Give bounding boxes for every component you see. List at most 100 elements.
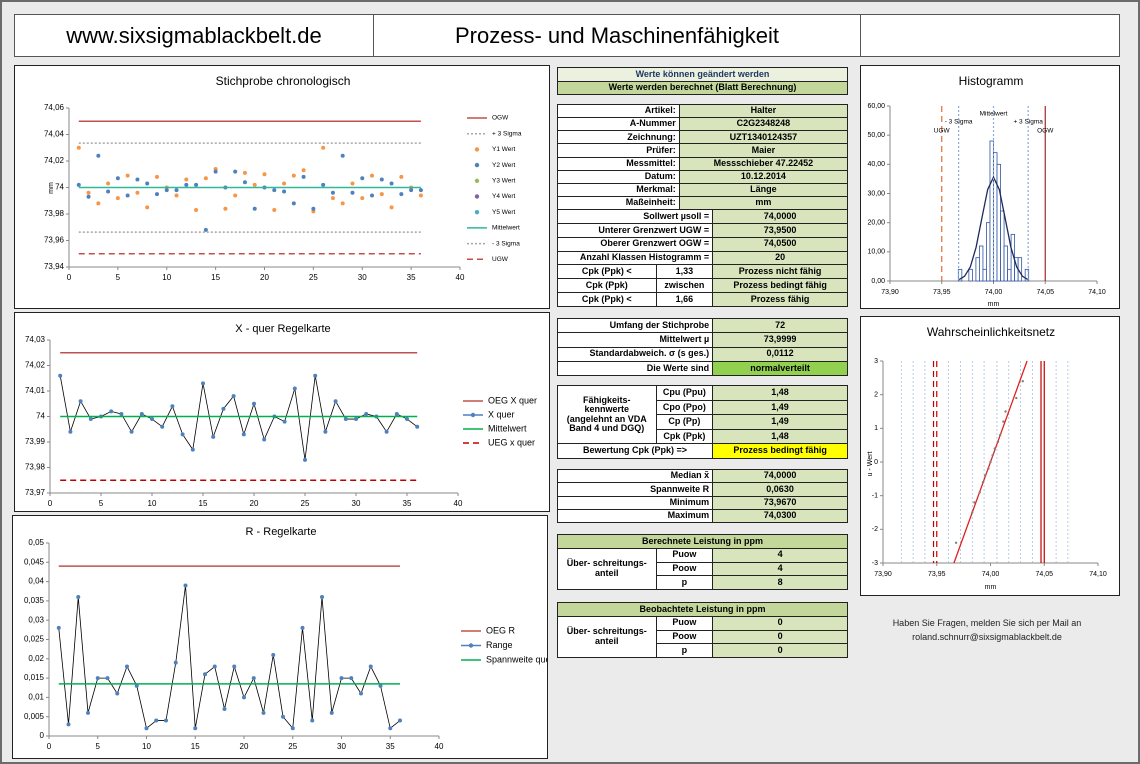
legend-label: X quer bbox=[488, 409, 515, 419]
cell: Puow bbox=[655, 547, 714, 563]
row: Cpk (Ppk) zwischen Prozess bedingt fähig bbox=[557, 278, 848, 294]
x-tick-label: 20 bbox=[240, 742, 249, 751]
chart-title: R - Regelkarte bbox=[246, 526, 317, 538]
point bbox=[125, 193, 130, 198]
point bbox=[115, 691, 120, 696]
x-tick-label: 35 bbox=[386, 742, 395, 751]
x-axis-label: mm bbox=[988, 301, 1000, 308]
cell: Über- schreitungs- anteil bbox=[557, 547, 657, 591]
point bbox=[1021, 380, 1024, 383]
point bbox=[409, 188, 414, 193]
y-tick-label: 0,045 bbox=[24, 557, 45, 566]
point bbox=[301, 174, 306, 179]
point bbox=[233, 193, 238, 198]
point bbox=[989, 460, 992, 464]
y-tick-label: -1 bbox=[872, 493, 878, 500]
series-line bbox=[58, 585, 401, 730]
row: Fähigkeits- kennwerte (angelehnt an VDA … bbox=[557, 384, 848, 445]
cell: Prüfer: bbox=[557, 143, 680, 158]
legend-label: - 3 Sigma bbox=[492, 240, 520, 247]
cell: 1,48 bbox=[712, 385, 848, 401]
cell: Maßeinheit: bbox=[557, 195, 680, 211]
cell: Fähigkeits- kennwerte (angelehnt an VDA … bbox=[557, 384, 657, 445]
point bbox=[211, 434, 216, 439]
point bbox=[173, 660, 178, 665]
x-tick-label: 0 bbox=[48, 499, 53, 508]
cell: 1,33 bbox=[655, 264, 714, 280]
point bbox=[360, 196, 365, 201]
cell: 10.12.2014 bbox=[678, 169, 849, 184]
point bbox=[183, 583, 188, 588]
cell: C2G2348248 bbox=[678, 117, 849, 132]
legend-label: OEG X quer bbox=[488, 395, 537, 405]
point bbox=[252, 206, 257, 211]
point bbox=[66, 722, 71, 727]
point bbox=[281, 714, 285, 719]
point bbox=[379, 192, 384, 197]
y-tick-label: 10,00 bbox=[867, 249, 885, 256]
point bbox=[1004, 410, 1007, 413]
y-tick-label: 0,05 bbox=[28, 538, 44, 547]
y-tick-label: 50,00 bbox=[867, 132, 885, 139]
cell: Zeichnung: bbox=[557, 130, 680, 145]
cell: Die Werte sind bbox=[556, 360, 714, 377]
row: Poow 4 bbox=[558, 561, 848, 577]
point bbox=[231, 394, 236, 399]
cell: Minimum bbox=[556, 495, 714, 510]
point bbox=[252, 182, 257, 187]
annotation: UGW bbox=[934, 128, 951, 135]
cell: 0,0112 bbox=[712, 346, 848, 362]
y-tick-label: 74,04 bbox=[44, 130, 65, 139]
bar bbox=[1007, 268, 1012, 282]
point bbox=[983, 474, 987, 477]
legend-swatch bbox=[474, 162, 480, 168]
cell: Cpu (Ppu) bbox=[655, 385, 714, 401]
point bbox=[261, 710, 266, 715]
y-axis-label: mm bbox=[48, 182, 55, 194]
x-tick-label: 10 bbox=[142, 742, 151, 751]
x-tick-label: 0 bbox=[47, 742, 52, 751]
point bbox=[329, 710, 334, 715]
y-tick-label: 0,02 bbox=[28, 654, 44, 663]
cell: 74,0000 bbox=[712, 468, 848, 484]
cell: p bbox=[655, 575, 714, 590]
point bbox=[394, 411, 399, 416]
point bbox=[76, 145, 81, 150]
bar bbox=[986, 222, 991, 282]
point bbox=[370, 193, 375, 198]
point bbox=[364, 411, 369, 416]
cell: Cpk (Ppk) < bbox=[557, 292, 657, 307]
x-tick-label: 40 bbox=[454, 499, 463, 508]
point bbox=[88, 417, 93, 422]
cell: 20 bbox=[712, 250, 848, 266]
point bbox=[194, 208, 199, 213]
point bbox=[330, 196, 335, 201]
point bbox=[399, 174, 404, 179]
point bbox=[370, 173, 375, 178]
legend-label: Y2 Wert bbox=[492, 162, 516, 169]
point bbox=[135, 177, 140, 182]
cell: Maximum bbox=[556, 508, 714, 524]
point bbox=[223, 206, 228, 211]
cell: Artikel: bbox=[557, 103, 680, 119]
point bbox=[399, 192, 404, 197]
point bbox=[184, 182, 189, 187]
point bbox=[135, 190, 140, 195]
cell: Prozess fähig bbox=[712, 292, 848, 307]
y-tick-label: 73,98 bbox=[44, 209, 65, 218]
cell: Messmittel: bbox=[557, 156, 680, 171]
cell: UZT1340124357 bbox=[678, 130, 849, 145]
y-tick-label: 0,015 bbox=[24, 673, 45, 682]
x-tick-label: 73,90 bbox=[881, 289, 899, 296]
point bbox=[174, 193, 179, 198]
x-tick-label: 74,05 bbox=[1036, 289, 1054, 296]
point bbox=[271, 652, 276, 657]
legend-swatch bbox=[474, 147, 480, 152]
legend-label: Y1 Wert bbox=[492, 146, 516, 153]
cell: Werte werden berechnet (Blatt Berechnung… bbox=[557, 80, 848, 95]
point bbox=[106, 189, 111, 194]
point bbox=[354, 417, 358, 422]
point bbox=[86, 190, 91, 195]
legend-label: + 3 Sigma bbox=[492, 130, 522, 137]
y-tick-label: 2 bbox=[874, 392, 878, 399]
